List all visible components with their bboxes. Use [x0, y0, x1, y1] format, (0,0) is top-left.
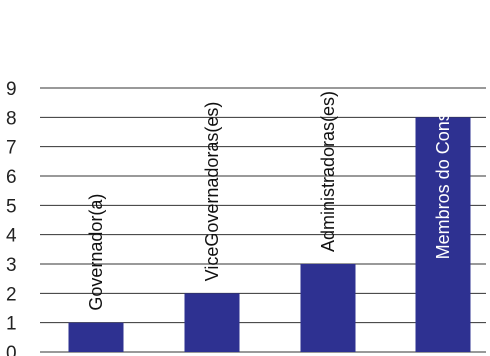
category-label: ViceGovernadoras(es) — [202, 102, 222, 282]
y-tick-label: 8 — [6, 108, 17, 129]
bar — [68, 322, 124, 352]
y-axis-ticks: 0 1 2 3 4 5 6 7 8 9 — [6, 79, 17, 356]
bar — [300, 264, 356, 352]
y-tick-label: 3 — [6, 255, 17, 276]
y-tick-label: 5 — [6, 196, 17, 217]
y-tick-label: 2 — [6, 284, 17, 305]
y-tick-label: 6 — [6, 167, 17, 188]
y-tick-label: 7 — [6, 138, 17, 159]
y-tick-label: 1 — [6, 314, 17, 335]
category-label: Governador(a) — [86, 194, 106, 311]
y-tick-label: 4 — [6, 226, 17, 247]
bars — [68, 117, 471, 352]
category-labels: Governador(a) ViceGovernadoras(es) Adminis… — [86, 78, 453, 310]
category-label: Administradoras(es) — [318, 91, 338, 252]
y-tick-label: 0 — [6, 343, 17, 356]
y-tick-label: 9 — [6, 79, 17, 100]
category-label: Membros do Conselho — [433, 78, 453, 259]
bar — [415, 117, 471, 352]
bar — [184, 293, 240, 352]
